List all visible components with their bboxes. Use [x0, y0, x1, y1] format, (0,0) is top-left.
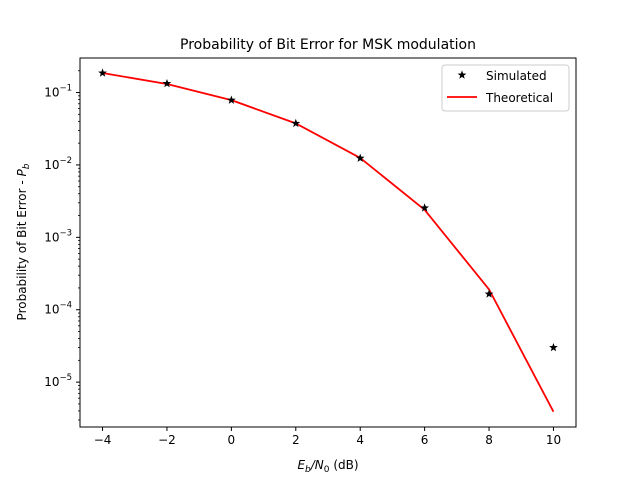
y-axis: 10−110−210−310−410−5 — [44, 70, 80, 421]
plot-background — [80, 58, 576, 427]
y-tick-base: 10 — [44, 375, 59, 389]
chart-title: Probability of Bit Error for MSK modulat… — [180, 37, 476, 53]
data-point-simulated — [227, 95, 236, 104]
x-label-n: /N — [310, 458, 324, 472]
plot-area — [79, 57, 577, 428]
x-axis-label: Eb/N0 (dB) — [297, 458, 358, 475]
x-label-sub-b: b — [305, 465, 311, 475]
x-tick-label: 6 — [421, 433, 429, 447]
y-tick-base: 10 — [44, 303, 59, 317]
data-point-simulated — [549, 342, 558, 352]
legend-label-theoretical: Theoretical — [485, 91, 553, 105]
y-tick-base: 10 — [44, 230, 59, 244]
y-tick-label: 10−4 — [44, 301, 72, 317]
data-point-simulated — [98, 68, 107, 77]
y-label-text: Probability of Bit Error - — [15, 177, 29, 321]
x-tick-label: 10 — [546, 433, 561, 447]
x-label-sub-0: 0 — [324, 465, 330, 475]
y-tick-label: 10−3 — [44, 228, 72, 244]
x-label-unit: (dB) — [330, 458, 359, 472]
data-point-simulated — [420, 203, 429, 212]
x-tick-label: 2 — [292, 433, 300, 447]
legend-item-simulated — [457, 70, 467, 79]
legend-box — [441, 64, 570, 112]
y-tick-exponent: −2 — [59, 156, 72, 166]
data-point-simulated — [355, 153, 365, 162]
y-tick-exponent: −3 — [59, 228, 72, 238]
legend: Simulated Theoretical — [441, 64, 570, 112]
y-tick-label: 10−5 — [44, 373, 72, 389]
series-line-theoretical — [102, 72, 555, 413]
data-point-simulated — [291, 118, 301, 128]
y-tick-exponent: −4 — [59, 301, 72, 311]
y-label-p: P — [15, 169, 29, 177]
y-tick-label: 10−2 — [44, 156, 72, 172]
legend-label-simulated: Simulated — [486, 69, 547, 83]
x-tick-label: −2 — [158, 433, 176, 447]
y-label-sub-b: b — [22, 163, 32, 169]
y-tick-exponent: −5 — [59, 373, 72, 383]
y-tick-label: 10−1 — [44, 84, 72, 100]
y-tick-base: 10 — [44, 86, 59, 100]
x-axis: −4 −2 0 2 4 6 8 10 — [94, 427, 561, 447]
y-tick-exponent: −1 — [59, 84, 72, 94]
y-axis-label: Probability of Bit Error - Pb — [15, 163, 32, 320]
plot-frame — [79, 57, 577, 428]
x-tick-label: 0 — [228, 433, 236, 447]
data-point-simulated — [484, 289, 494, 298]
data-point-simulated — [162, 78, 172, 88]
x-tick-label: 8 — [485, 433, 493, 447]
x-tick-label: −4 — [94, 433, 112, 447]
y-tick-base: 10 — [44, 158, 59, 172]
x-label-e: E — [297, 458, 305, 472]
legend-marker-simulated — [457, 70, 467, 79]
x-tick-label: 4 — [356, 433, 364, 447]
series-layer — [98, 68, 558, 413]
